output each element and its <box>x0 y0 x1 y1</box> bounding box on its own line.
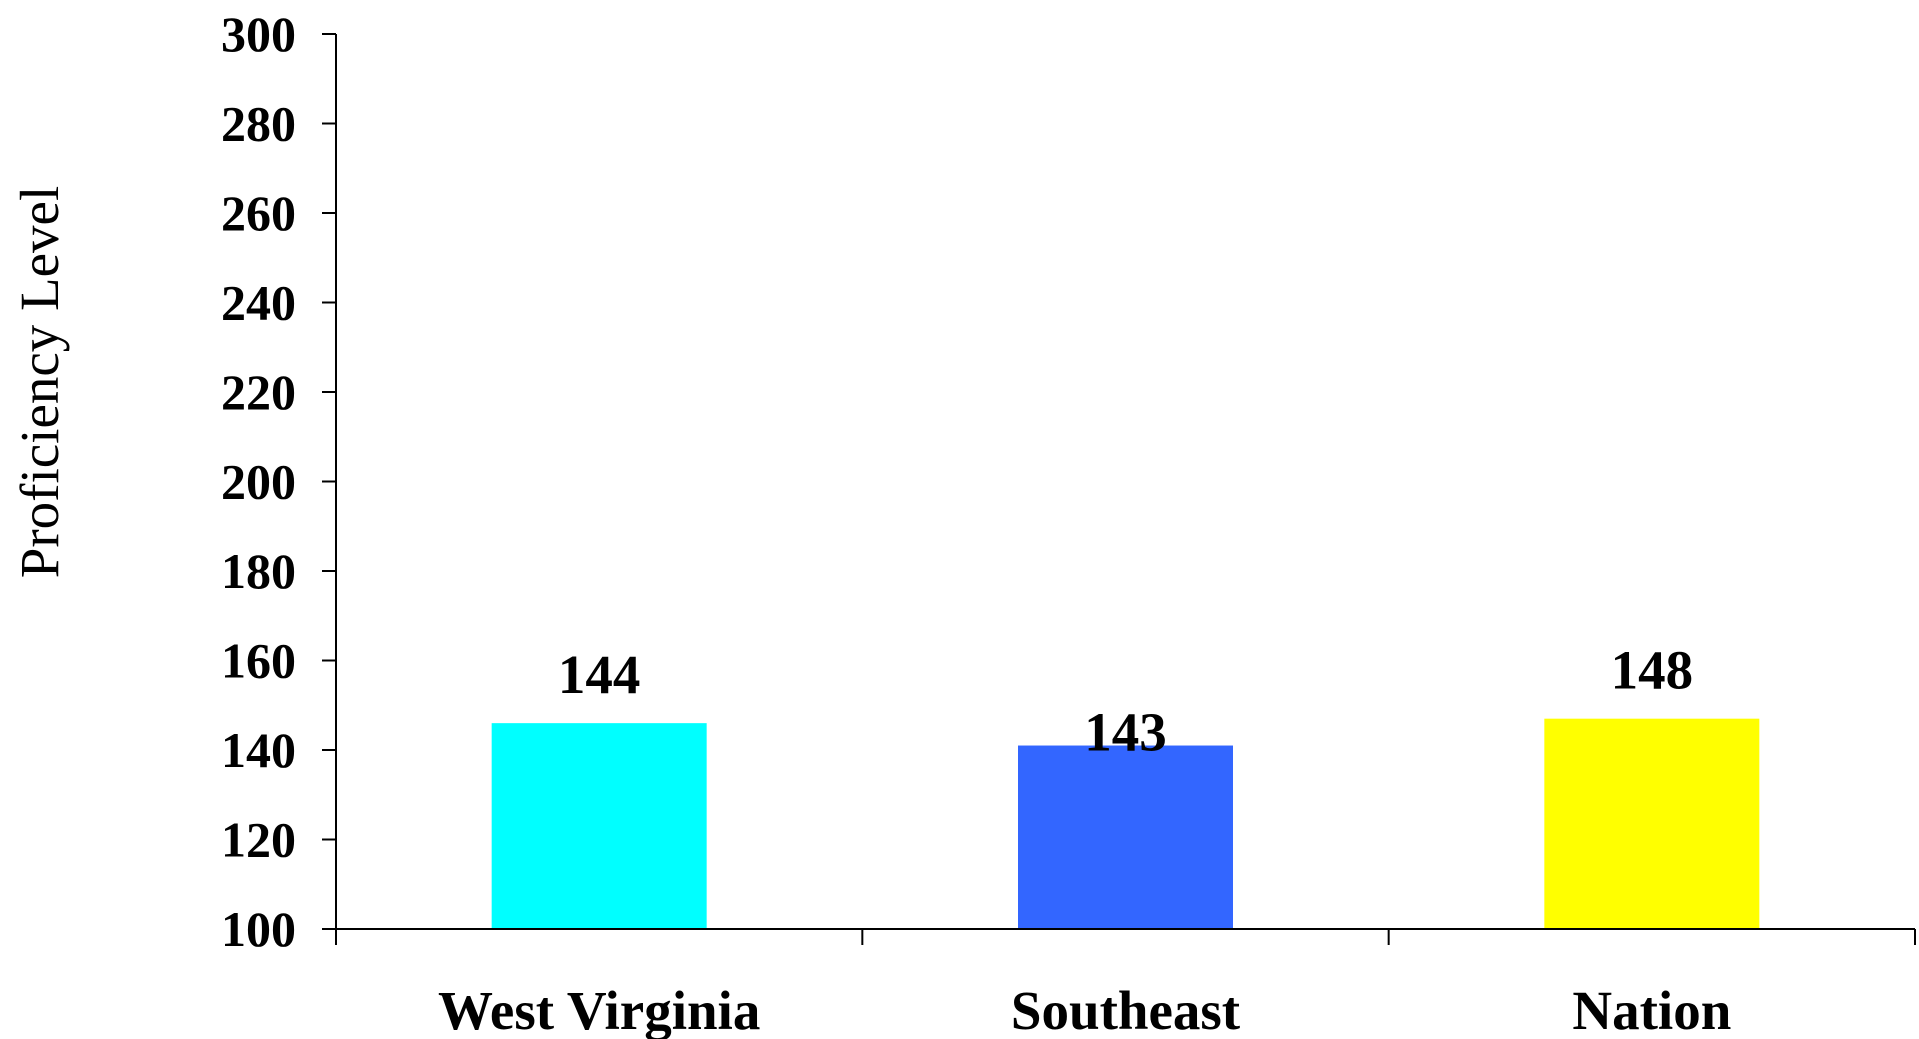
y-axis-ticks: 100 120 140 160 180 200 220 240 260 280 300 <box>221 6 336 957</box>
data-labels: 144 143 148 <box>558 640 1693 763</box>
bars <box>491 718 1760 929</box>
y-tick-label: 140 <box>221 722 296 778</box>
y-tick-label: 100 <box>221 901 296 957</box>
y-tick-label: 220 <box>221 364 296 420</box>
data-label: 143 <box>1084 702 1167 763</box>
y-tick-label: 180 <box>221 543 296 599</box>
bar-nation <box>1544 718 1760 929</box>
y-tick-label: 280 <box>221 96 296 152</box>
bar-southeast <box>1018 745 1233 929</box>
category-label: West Virginia <box>438 980 760 1039</box>
bar-west-virginia <box>491 723 707 929</box>
data-label: 144 <box>558 644 641 705</box>
y-axis-title: Proficiency Level <box>9 186 70 578</box>
y-tick-label: 300 <box>221 6 296 62</box>
y-tick-label: 240 <box>221 275 296 331</box>
category-label: Southeast <box>1011 980 1241 1039</box>
y-tick-label: 120 <box>221 812 296 868</box>
y-tick-label: 200 <box>221 454 296 510</box>
y-tick-label: 260 <box>221 185 296 241</box>
y-tick-label: 160 <box>221 633 296 689</box>
x-axis-ticks <box>335 929 1916 945</box>
data-label: 148 <box>1611 640 1694 701</box>
category-label: Nation <box>1572 980 1731 1039</box>
category-labels: West Virginia Southeast Nation <box>438 980 1731 1039</box>
